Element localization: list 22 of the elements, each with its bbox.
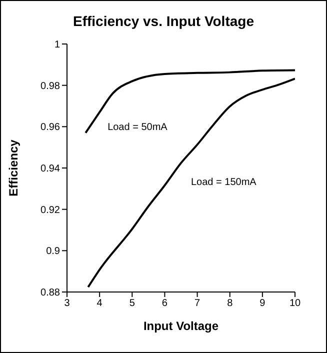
y-tick-label: 1 (54, 40, 60, 51)
series-label: Load = 150mA (191, 177, 257, 188)
series-label: Load = 50mA (108, 122, 168, 134)
x-tick-label: 5 (129, 298, 136, 310)
x-tick-label: 7 (194, 298, 201, 310)
line-series (87, 78, 295, 288)
chart-title: Efficiency vs. Input Voltage (72, 13, 255, 29)
x-axis-title: Input Voltage (143, 319, 219, 333)
y-tick-label: 0.88 (40, 288, 60, 299)
y-tick-label: 0.94 (40, 164, 60, 175)
y-tick-label: 0.98 (40, 80, 60, 92)
x-tick-label: 9 (260, 298, 266, 310)
y-tick-label: 0.96 (40, 122, 60, 134)
y-axis-title: Efficiency (6, 139, 20, 196)
line-series (84, 69, 295, 134)
y-tick-label: 0.92 (40, 204, 60, 216)
x-tick-label: 8 (227, 298, 234, 310)
x-tick-label: 3 (64, 298, 70, 310)
x-tick-label: 4 (96, 298, 103, 310)
y-tick-label: 0.9 (46, 246, 60, 258)
x-tick-label: 10 (289, 298, 301, 310)
x-tick-label: 6 (162, 298, 168, 310)
